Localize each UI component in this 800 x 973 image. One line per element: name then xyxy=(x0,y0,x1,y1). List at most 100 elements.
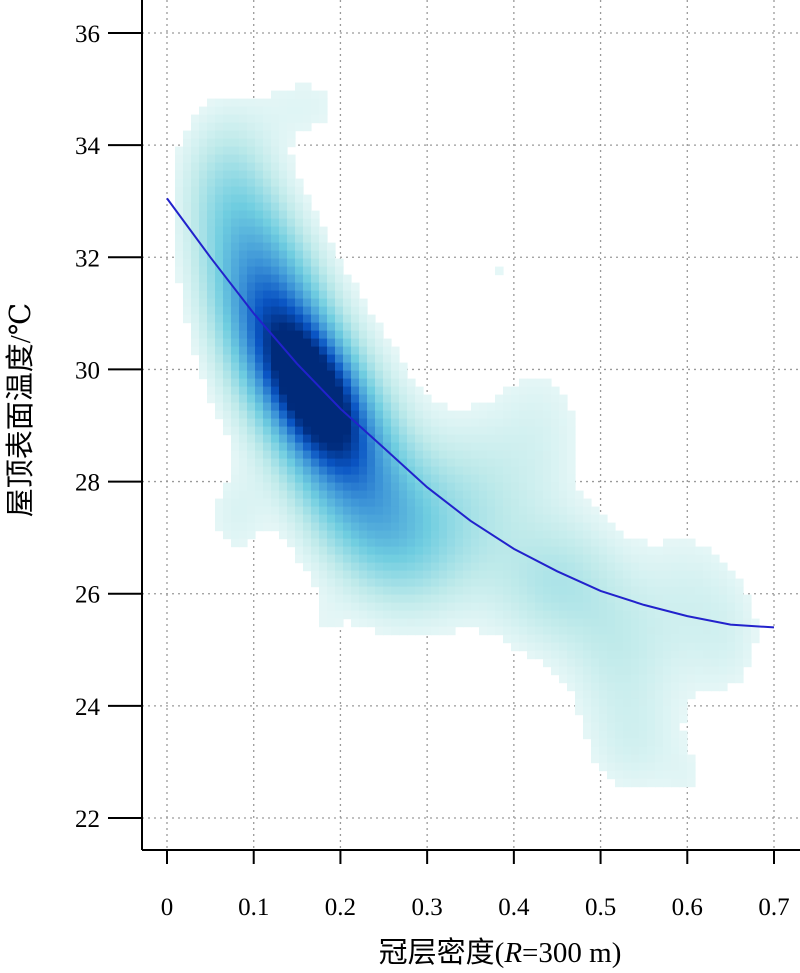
density-cell xyxy=(663,586,672,596)
density-cell xyxy=(559,394,568,404)
density-cell xyxy=(359,306,368,316)
density-cell xyxy=(295,482,304,492)
density-cell xyxy=(287,482,296,492)
density-cell xyxy=(335,330,344,340)
density-cell xyxy=(575,666,584,676)
density-cell xyxy=(263,474,272,484)
density-cell xyxy=(319,522,328,532)
density-cell xyxy=(399,466,408,476)
density-cell xyxy=(271,138,280,148)
density-cell xyxy=(255,458,264,468)
density-cell xyxy=(311,226,320,236)
density-cell xyxy=(639,570,648,580)
density-cell xyxy=(215,218,224,228)
density-cell xyxy=(303,234,312,244)
density-cell xyxy=(263,130,272,140)
density-cell xyxy=(319,442,328,452)
density-cell xyxy=(191,282,200,292)
density-cell xyxy=(375,506,384,516)
density-cell xyxy=(279,114,288,124)
density-cell xyxy=(319,274,328,284)
density-cell xyxy=(271,266,280,276)
density-cell xyxy=(415,394,424,404)
density-cell xyxy=(231,314,240,324)
density-cell xyxy=(391,578,400,588)
density-cell xyxy=(375,378,384,388)
density-cell xyxy=(327,474,336,484)
density-cell xyxy=(207,378,216,388)
density-cell xyxy=(279,386,288,396)
density-cell xyxy=(623,730,632,740)
density-cell xyxy=(239,202,248,212)
density-cell xyxy=(399,386,408,396)
density-cell xyxy=(623,610,632,620)
density-cell xyxy=(735,674,744,684)
density-cell xyxy=(495,506,504,516)
density-cell xyxy=(383,346,392,356)
density-cell xyxy=(431,626,440,636)
density-cell xyxy=(303,346,312,356)
density-cell xyxy=(511,538,520,548)
density-cell xyxy=(215,506,224,516)
density-cell xyxy=(551,602,560,612)
density-cell xyxy=(327,402,336,412)
density-cell xyxy=(295,402,304,412)
density-cell xyxy=(327,314,336,324)
density-cell xyxy=(567,450,576,460)
density-cell xyxy=(335,514,344,524)
density-cell xyxy=(583,570,592,580)
density-cell xyxy=(223,146,232,156)
density-cell xyxy=(751,618,760,628)
density-cell xyxy=(559,538,568,548)
density-cell xyxy=(255,410,264,420)
density-cell xyxy=(231,538,240,548)
density-cell xyxy=(255,466,264,476)
density-cell xyxy=(327,554,336,564)
density-cell xyxy=(519,546,528,556)
density-cell xyxy=(391,434,400,444)
density-cell xyxy=(647,658,656,668)
density-cell xyxy=(279,122,288,132)
density-cell xyxy=(239,450,248,460)
density-cell xyxy=(327,426,336,436)
density-cell xyxy=(583,674,592,684)
density-cell xyxy=(231,498,240,508)
density-cell xyxy=(599,738,608,748)
density-cell xyxy=(207,130,216,140)
density-cell xyxy=(551,554,560,564)
density-cell xyxy=(375,322,384,332)
density-cell xyxy=(319,506,328,516)
density-cell xyxy=(175,258,184,268)
density-cell xyxy=(607,594,616,604)
density-cell xyxy=(183,298,192,308)
density-cell xyxy=(295,194,304,204)
density-cell xyxy=(367,410,376,420)
density-cell xyxy=(295,314,304,324)
density-cell xyxy=(679,658,688,668)
density-cell xyxy=(639,634,648,644)
density-cell xyxy=(447,514,456,524)
density-cell xyxy=(207,298,216,308)
density-cell xyxy=(543,426,552,436)
density-cell xyxy=(535,434,544,444)
density-cell xyxy=(375,394,384,404)
density-cell xyxy=(639,746,648,756)
density-cell xyxy=(711,634,720,644)
density-cell xyxy=(311,450,320,460)
density-cell xyxy=(335,498,344,508)
density-cell xyxy=(223,266,232,276)
density-cell xyxy=(327,242,336,252)
density-cell xyxy=(567,522,576,532)
density-cell xyxy=(719,610,728,620)
density-cell xyxy=(279,378,288,388)
density-cell xyxy=(399,402,408,412)
density-cell xyxy=(407,514,416,524)
density-cell xyxy=(207,186,216,196)
density-cell xyxy=(743,610,752,620)
density-cell xyxy=(623,642,632,652)
density-cell xyxy=(199,178,208,188)
density-cell xyxy=(599,746,608,756)
density-cell xyxy=(383,570,392,580)
density-cell xyxy=(239,330,248,340)
density-cell xyxy=(303,466,312,476)
